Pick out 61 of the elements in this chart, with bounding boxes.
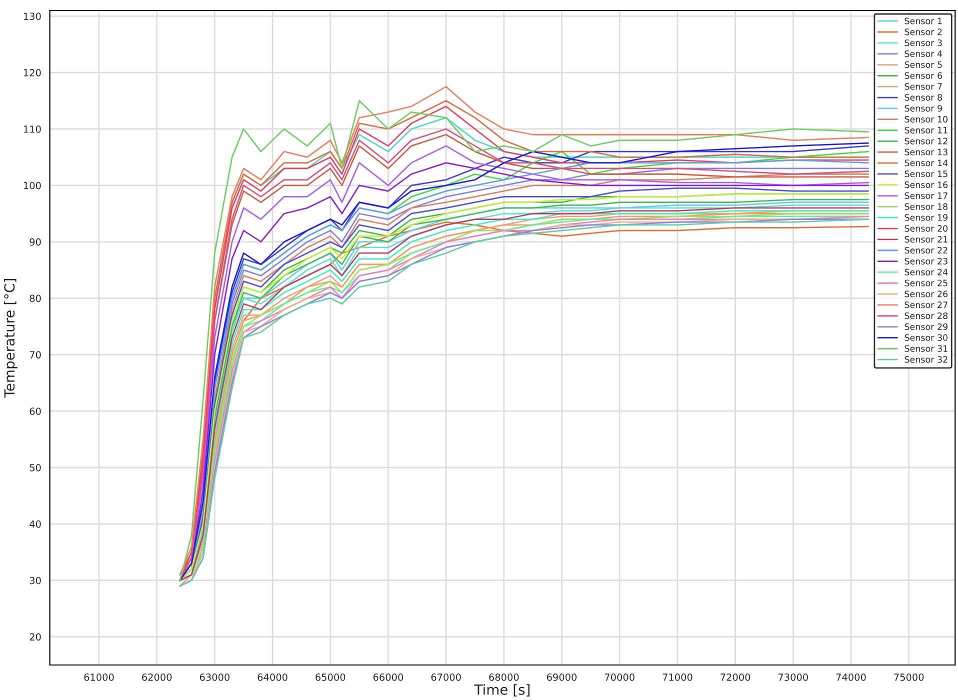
legend-label: Sensor 11 xyxy=(904,126,948,134)
legend-label: Sensor 17 xyxy=(904,192,948,199)
x-tick-label: 70000 xyxy=(604,674,634,681)
legend-label: Sensor 1 xyxy=(904,18,942,24)
x-tick-label: 68000 xyxy=(489,674,519,681)
y-tick-label: 40 xyxy=(30,520,41,528)
y-tick-label: 30 xyxy=(30,576,41,584)
legend-label: Sensor 30 xyxy=(904,334,948,341)
legend-label: Sensor 10 xyxy=(904,116,948,123)
legend-label: Sensor 25 xyxy=(904,280,948,286)
x-tick-label: 64000 xyxy=(258,674,288,681)
y-tick-label: 100 xyxy=(24,182,41,190)
legend-label: Sensor 23 xyxy=(904,258,948,264)
legend-label: Sensor 28 xyxy=(904,312,948,320)
legend-label: Sensor 20 xyxy=(904,225,948,232)
y-tick-label: 130 xyxy=(24,12,41,20)
legend-label: Sensor 12 xyxy=(904,138,948,144)
y-tick-label: 20 xyxy=(30,633,41,641)
legend-label: Sensor 15 xyxy=(904,170,948,178)
x-tick-label: 71000 xyxy=(662,674,692,681)
x-tick-label: 75000 xyxy=(894,674,924,681)
y-tick-label: 60 xyxy=(30,408,41,415)
legend-label: Sensor 21 xyxy=(904,236,948,243)
y-tick-label: 80 xyxy=(30,294,41,302)
legend-label: Sensor 32 xyxy=(904,356,948,363)
x-tick-label: 74000 xyxy=(836,674,866,681)
legend-label: Sensor 13 xyxy=(904,148,948,156)
legend-label: Sensor 2 xyxy=(904,28,942,36)
legend-label: Sensor 8 xyxy=(904,94,942,101)
x-tick-label: 63000 xyxy=(200,674,230,681)
y-tick-label: 70 xyxy=(30,351,41,359)
x-tick-label: 73000 xyxy=(778,674,808,681)
legend-label: Sensor 9 xyxy=(904,105,942,112)
x-tick-label: 72000 xyxy=(720,674,750,681)
legend-label: Sensor 6 xyxy=(904,72,942,79)
x-tick-label: 62000 xyxy=(142,674,172,681)
legend-label: Sensor 27 xyxy=(904,302,948,308)
legend-label: Sensor 3 xyxy=(904,39,942,46)
y-tick-label: 110 xyxy=(24,125,41,133)
x-axis-title: Time [s] xyxy=(474,684,530,697)
x-tick-label: 65000 xyxy=(316,674,346,681)
x-tick-label: 69000 xyxy=(546,674,577,681)
x-tick-label: 67000 xyxy=(431,674,461,681)
y-axis-title: Temperature [°C] xyxy=(4,279,18,398)
y-tick-label: 50 xyxy=(30,464,41,472)
legend-label: Sensor 19 xyxy=(904,214,948,221)
legend-label: Sensor 7 xyxy=(904,83,942,90)
legend-label: Sensor 4 xyxy=(904,50,942,58)
legend-label: Sensor 5 xyxy=(904,61,942,68)
y-tick-label: 120 xyxy=(24,69,41,76)
legend-label: Sensor 29 xyxy=(904,323,948,330)
legend-label: Sensor 24 xyxy=(904,268,948,276)
legend-label: Sensor 14 xyxy=(904,160,948,166)
legend-label: Sensor 31 xyxy=(904,345,948,352)
legend-label: Sensor 16 xyxy=(904,181,948,188)
x-tick-label: 61000 xyxy=(84,674,114,681)
y-tick-label: 90 xyxy=(30,238,41,246)
legend-label: Sensor 26 xyxy=(904,290,948,298)
legend-label: Sensor 22 xyxy=(904,246,948,254)
legend-label: Sensor 18 xyxy=(904,203,948,210)
x-tick-label: 66000 xyxy=(373,674,404,681)
